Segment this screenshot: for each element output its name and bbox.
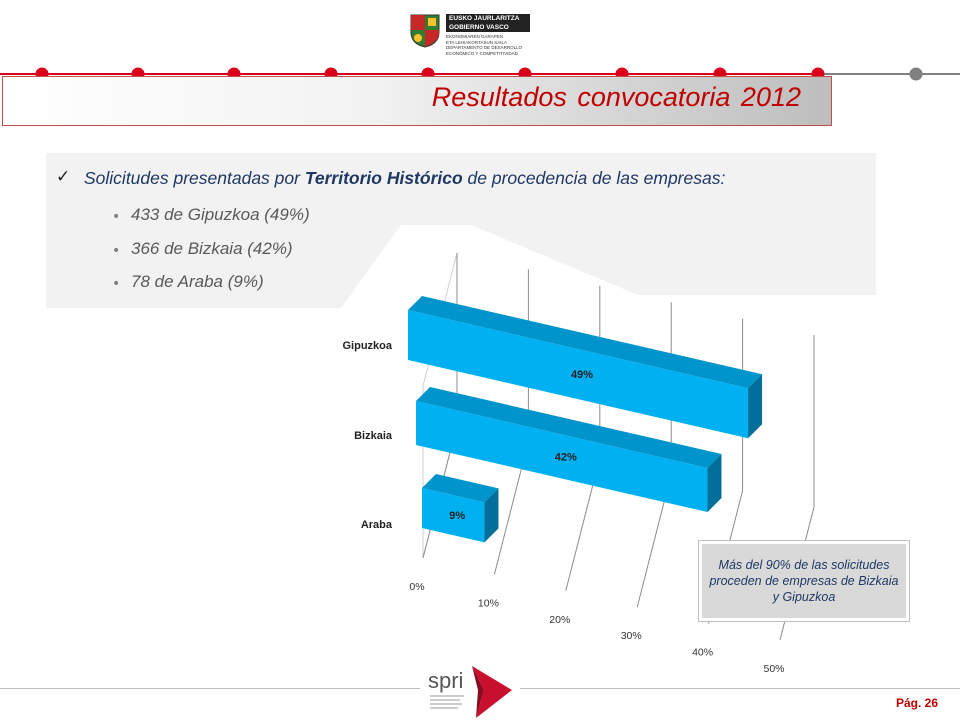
x-tick-label: 40% <box>692 647 713 659</box>
gov-department: EKONOMIAREN GARAPEN ETA LEHIAKORTASUN SA… <box>446 34 523 56</box>
category-label: Araba <box>361 519 393 531</box>
bar-front-face <box>408 310 749 439</box>
category-label: Gipuzkoa <box>342 340 392 352</box>
spri-logo-mark: spri <box>428 666 512 718</box>
title-box: Resultados convocatoria 2012 <box>2 76 832 126</box>
timeline-dot-end <box>909 67 923 81</box>
x-tick-label: 30% <box>621 630 642 642</box>
bar-value-label: 49% <box>571 369 593 381</box>
gov-name: EUSKO JAURLARITZA GOBIERNO VASCO <box>446 14 530 32</box>
callout-text: Más del 90% de las solicitudes proceden … <box>709 558 899 604</box>
bar-end-face <box>707 454 722 513</box>
bullet-gipuzkoa: 433 de Gipuzkoa (49%) <box>131 205 310 224</box>
bar-front-face <box>416 401 708 513</box>
bar-top-face <box>422 474 499 503</box>
slide-title: Resultados convocatoria 2012 <box>431 82 801 112</box>
bullet-bizkaia: 366 de Bizkaia (42%) <box>131 239 293 258</box>
info-panel <box>46 153 876 308</box>
bullet-araba: 78 de Araba (9%) <box>131 272 264 291</box>
bullet-icon: • <box>112 276 121 292</box>
coat-of-arms-icon <box>410 14 440 48</box>
gobierno-vasco-logo: EUSKO JAURLARITZA GOBIERNO VASCO EKONOMI… <box>408 10 538 70</box>
bar-top-face <box>416 387 722 469</box>
bar-value-label: 42% <box>555 452 577 464</box>
x-tick-label: 20% <box>549 614 570 626</box>
spri-logo-text: spri <box>428 668 463 693</box>
x-tick-label: 0% <box>409 581 424 593</box>
bullet-icon: • <box>112 209 121 225</box>
x-tick-label: 10% <box>478 597 499 609</box>
chart-labels: 0% 10% 20% 30% 40% 50% 49% Gipuzkoa 42% Bizkaia 9%… <box>342 340 784 675</box>
bar-end-face <box>484 488 499 543</box>
page-number: Pág. 26 <box>895 696 938 710</box>
callout-box: Más del 90% de las solicitudes proceden … <box>698 540 910 622</box>
intro-line: Solicitudes presentadas por Territorio H… <box>84 168 726 188</box>
bar-front-face <box>422 488 485 543</box>
bar-value-label: 9% <box>449 510 465 522</box>
spri-logo: spri <box>420 660 520 720</box>
check-icon: ✓ <box>56 167 71 187</box>
bar-end-face <box>748 374 763 439</box>
territory-bar-chart: 0% 10% 20% 30% 40% 50% 49% Gipuzkoa 42% Bizkaia 9%… <box>342 252 815 675</box>
x-tick-label: 50% <box>763 663 784 675</box>
bar-top-face <box>408 296 763 389</box>
category-label: Bizkaia <box>354 430 393 442</box>
bullet-icon: • <box>112 243 121 259</box>
chart-bars <box>408 296 763 543</box>
